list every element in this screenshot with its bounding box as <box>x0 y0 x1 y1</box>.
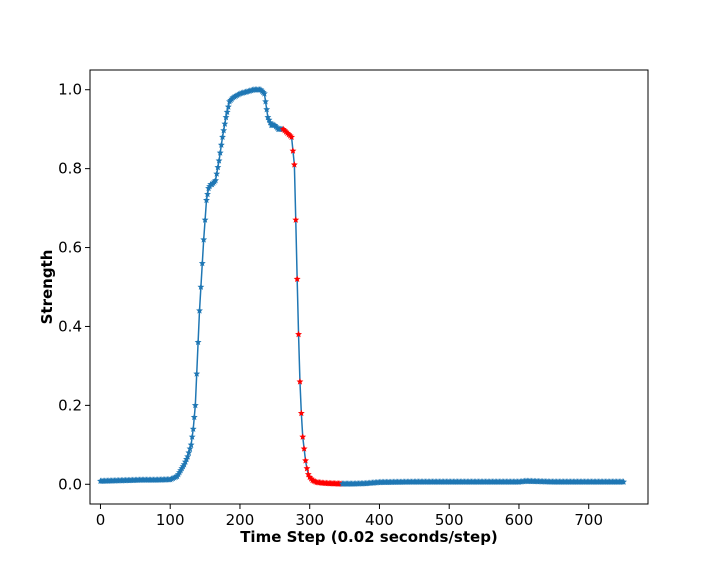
x-axis-title: Time Step (0.02 seconds/step) <box>240 528 498 546</box>
series-marker-layer <box>97 86 628 487</box>
data-point <box>188 433 196 440</box>
data-point <box>189 425 197 432</box>
data-point <box>194 338 202 346</box>
y-axis-title: Strength <box>38 250 56 325</box>
x-tick-label: 0 <box>96 511 106 529</box>
y-tick-label: 0.0 <box>58 475 82 493</box>
data-point-highlight <box>293 275 301 283</box>
data-point <box>222 113 230 121</box>
data-point <box>204 190 211 198</box>
x-tick-label: 100 <box>156 511 185 529</box>
data-point-highlight <box>292 216 300 223</box>
x-axis-ticks: 0 100 200 300 400 500 600 700 <box>96 504 603 529</box>
data-point <box>185 449 193 456</box>
data-point-highlight <box>288 133 295 140</box>
data-point <box>200 236 208 243</box>
data-point <box>201 216 209 223</box>
data-point <box>620 478 628 485</box>
data-point <box>220 126 228 134</box>
y-tick-label: 0.6 <box>58 239 82 257</box>
data-point-highlight <box>302 457 309 464</box>
x-tick-label: 300 <box>295 511 324 529</box>
data-point-highlight <box>289 147 297 154</box>
y-tick-label: 0.2 <box>58 396 82 414</box>
data-point <box>193 370 201 377</box>
data-point <box>224 103 232 110</box>
x-tick-label: 500 <box>435 511 464 529</box>
data-point <box>215 157 223 164</box>
data-point <box>212 176 219 184</box>
data-point <box>221 120 229 127</box>
y-axis-ticks: 0.0 0.2 0.4 0.6 0.8 1.0 <box>58 81 90 493</box>
data-point <box>186 445 194 452</box>
data-point-highlight <box>297 409 305 417</box>
data-point-highlight <box>303 464 311 472</box>
data-point <box>190 413 198 421</box>
y-tick-label: 0.8 <box>58 160 82 178</box>
x-tick-label: 400 <box>365 511 394 529</box>
data-point <box>196 307 203 314</box>
x-tick-label: 700 <box>574 511 603 529</box>
data-point <box>219 133 226 140</box>
plot-area <box>89 69 649 505</box>
y-tick-label: 0.4 <box>58 317 82 335</box>
x-tick-label: 200 <box>226 511 255 529</box>
data-point <box>262 97 269 105</box>
data-point <box>260 90 268 97</box>
x-tick-label: 600 <box>505 511 534 529</box>
data-point <box>263 105 271 113</box>
data-point <box>191 401 199 409</box>
data-point-highlight <box>290 161 298 168</box>
data-point <box>197 283 205 290</box>
data-point <box>217 141 225 148</box>
data-point-highlight <box>300 445 308 452</box>
data-point <box>216 149 224 156</box>
data-point <box>184 453 192 460</box>
data-point <box>223 108 231 115</box>
data-point <box>214 163 222 171</box>
data-point <box>203 196 210 204</box>
data-point-highlight <box>295 330 302 338</box>
y-tick-label: 1.0 <box>58 81 82 99</box>
data-point-highlight <box>296 378 304 385</box>
data-point <box>198 259 206 267</box>
data-point-highlight <box>299 433 307 440</box>
data-point <box>213 170 221 177</box>
data-point <box>187 441 195 448</box>
